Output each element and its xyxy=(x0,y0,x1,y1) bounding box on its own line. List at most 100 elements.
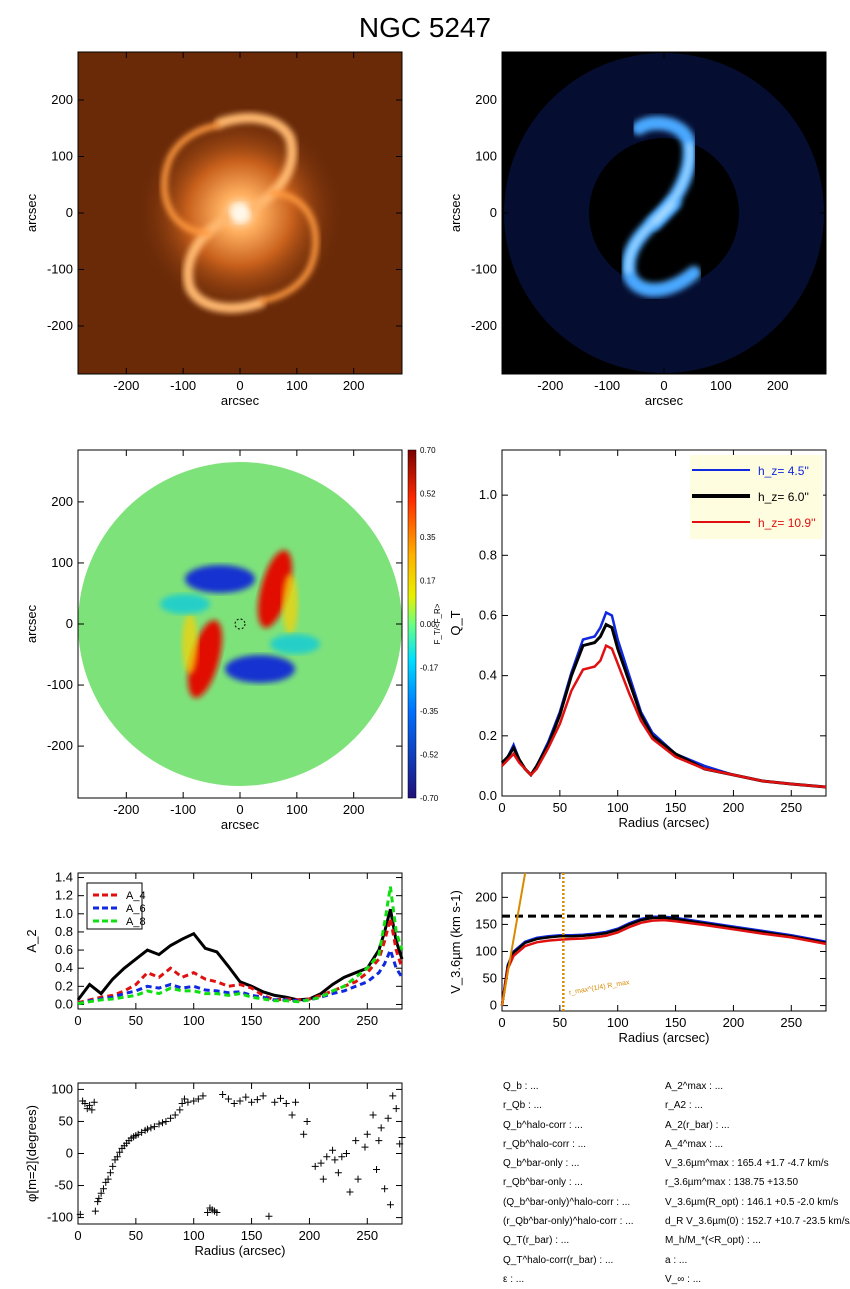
colorbar-tick-label: -0.70 xyxy=(420,794,439,803)
y-tick-label-phase: -50 xyxy=(54,1178,73,1193)
y-tick-label-map: 0 xyxy=(66,616,73,631)
amp-legend-label-1: A_4 xyxy=(126,890,146,902)
figure-title: NGC 5247 xyxy=(358,12,492,43)
phase-point xyxy=(369,1111,377,1119)
amplitude-chart: A_4A_6A_8 xyxy=(76,882,404,1006)
phase-point xyxy=(81,1100,89,1108)
colorbar-tick-label: 0.52 xyxy=(420,490,436,499)
x-tick-label-vel: 150 xyxy=(665,1015,687,1030)
y-axis-label-image1: arcsec xyxy=(24,193,39,232)
axes-vel: 0 50 100 150 200 250 0 50 100 150 200 Radius (arcse… xyxy=(448,872,827,1045)
y-tick-label-amp: 0.6 xyxy=(55,942,73,957)
phase-point xyxy=(167,1114,175,1122)
qt-series-3 xyxy=(501,643,827,789)
y-tick-label-vel: 50 xyxy=(483,971,497,986)
map-center-marker xyxy=(234,618,246,630)
phase-point xyxy=(147,1124,155,1132)
x-tick-label-map: -100 xyxy=(170,802,196,817)
y-axis-label-qt: Q_T xyxy=(448,610,463,635)
phase-point xyxy=(342,1150,350,1157)
y-tick-label-phase: 0 xyxy=(66,1146,73,1161)
phase-point xyxy=(116,1148,124,1156)
phase-point xyxy=(143,1125,151,1133)
axes-phase: 0 50 100 150 200 250 100 50 0 -50 -100 Radius (arcs… xyxy=(24,1081,403,1258)
x-tick-label-amp: 250 xyxy=(356,1013,378,1028)
phase-point xyxy=(99,1185,107,1193)
x-tick-label-image1: 100 xyxy=(286,378,308,393)
x-tick-label-amp: 0 xyxy=(74,1013,81,1028)
phase-point xyxy=(248,1098,256,1106)
galaxy-1 xyxy=(135,108,345,318)
phase-point xyxy=(97,1189,105,1197)
phase-point xyxy=(178,1100,186,1108)
colorbar xyxy=(407,449,417,799)
panel-image-1 xyxy=(77,51,403,375)
phase-point xyxy=(94,1198,102,1206)
params-right-row: r_A2 : ... xyxy=(665,1100,703,1112)
colorbar-label: F_T/<F_R> xyxy=(433,603,442,644)
y-axis-label-phase: φ[m=2](degrees) xyxy=(24,1105,39,1202)
phase-point xyxy=(113,1153,121,1161)
phase-point xyxy=(331,1156,339,1164)
y-tick-label-amp: 0.0 xyxy=(55,996,73,1011)
params-left-row: (r_Qb^bar-only)^halo-corr : ... xyxy=(503,1216,634,1228)
x-tick-label-map: -200 xyxy=(113,802,139,817)
params-left-row: Q_b^bar-only : ... xyxy=(503,1158,580,1170)
x-tick-label-amp: 150 xyxy=(241,1013,263,1028)
x-tick-label-qt: 200 xyxy=(723,800,745,815)
y-tick-label-qt: 0.6 xyxy=(479,607,497,622)
y-tick-label-vel: 100 xyxy=(475,943,497,958)
y-tick-label-image1: -100 xyxy=(47,261,73,276)
axes-image2: -200 -100 0 100 200 200 100 0 -100 -200 arcsec arcs… xyxy=(448,51,827,408)
velocity-chart: r_max^(1/4) R_max xyxy=(500,872,827,1011)
vel-slope-line xyxy=(501,872,527,1006)
phase-point xyxy=(334,1169,342,1177)
axes-layer: -200 -100 0 100 200 200 100 0 -100 -200 arcsec arcs… xyxy=(24,51,827,1258)
y-tick-label-qt: 0.8 xyxy=(479,547,497,562)
x-tick-label-image2: -100 xyxy=(594,378,620,393)
axes-frame-amp xyxy=(77,872,403,1010)
phase-point xyxy=(76,1210,84,1218)
qt-legend-label-1: h_z= 4.5'' xyxy=(758,464,809,478)
phase-point xyxy=(282,1100,290,1108)
params-right-row: M_h/M_*(<R_opt) : ... xyxy=(665,1235,761,1247)
y-tick-label-amp: 1.4 xyxy=(55,870,73,885)
phase-point xyxy=(319,1175,327,1183)
phase-point xyxy=(375,1137,383,1145)
y-tick-label-map: -100 xyxy=(47,677,73,692)
phase-point xyxy=(109,1162,117,1170)
y-tick-label-amp: 0.8 xyxy=(55,924,73,939)
x-tick-label-image1: -200 xyxy=(113,378,139,393)
x-axis-label-phase: Radius (arcsec) xyxy=(194,1243,285,1258)
y-tick-label-phase: 100 xyxy=(51,1081,73,1096)
x-tick-label-phase: 100 xyxy=(183,1228,205,1243)
y-axis-label-map: arcsec xyxy=(24,604,39,643)
phase-point xyxy=(392,1105,400,1113)
qt-legend-label-3: h_z= 10.9'' xyxy=(758,516,816,530)
colorbar-tick-label: -0.17 xyxy=(420,664,439,673)
phase-point xyxy=(354,1175,362,1183)
map-blue-lobe-1 xyxy=(185,565,255,593)
qt-series-2 xyxy=(500,622,827,789)
qt-legend-label-2: h_z= 6.0'' xyxy=(758,490,809,504)
y-axis-label-vel: V_3.6µm (km s-1) xyxy=(448,890,463,994)
x-tick-label-amp: 50 xyxy=(129,1013,143,1028)
y-tick-label-amp: 0.2 xyxy=(55,978,73,993)
params-right-row: V_∞ : ... xyxy=(665,1273,702,1285)
phase-point xyxy=(373,1166,381,1174)
x-axis-label-image1: arcsec xyxy=(221,393,260,408)
colorbar-tick-label: 0.35 xyxy=(420,533,436,542)
y-tick-label-qt: 0.2 xyxy=(479,728,497,743)
amp-series-A_6 xyxy=(77,945,404,1006)
phase-point xyxy=(329,1146,337,1154)
params-right-row: A_4^max : ... xyxy=(665,1138,724,1150)
amp-legend-label-2: A_6 xyxy=(126,903,146,915)
phase-point xyxy=(138,1128,146,1136)
x-tick-label-vel: 200 xyxy=(723,1015,745,1030)
y-tick-label-vel: 200 xyxy=(475,889,497,904)
x-tick-label-vel: 50 xyxy=(553,1015,567,1030)
phase-point xyxy=(91,1207,99,1215)
phase-point xyxy=(224,1095,232,1103)
phase-point xyxy=(398,1133,406,1141)
x-tick-label-image1: -100 xyxy=(170,378,196,393)
